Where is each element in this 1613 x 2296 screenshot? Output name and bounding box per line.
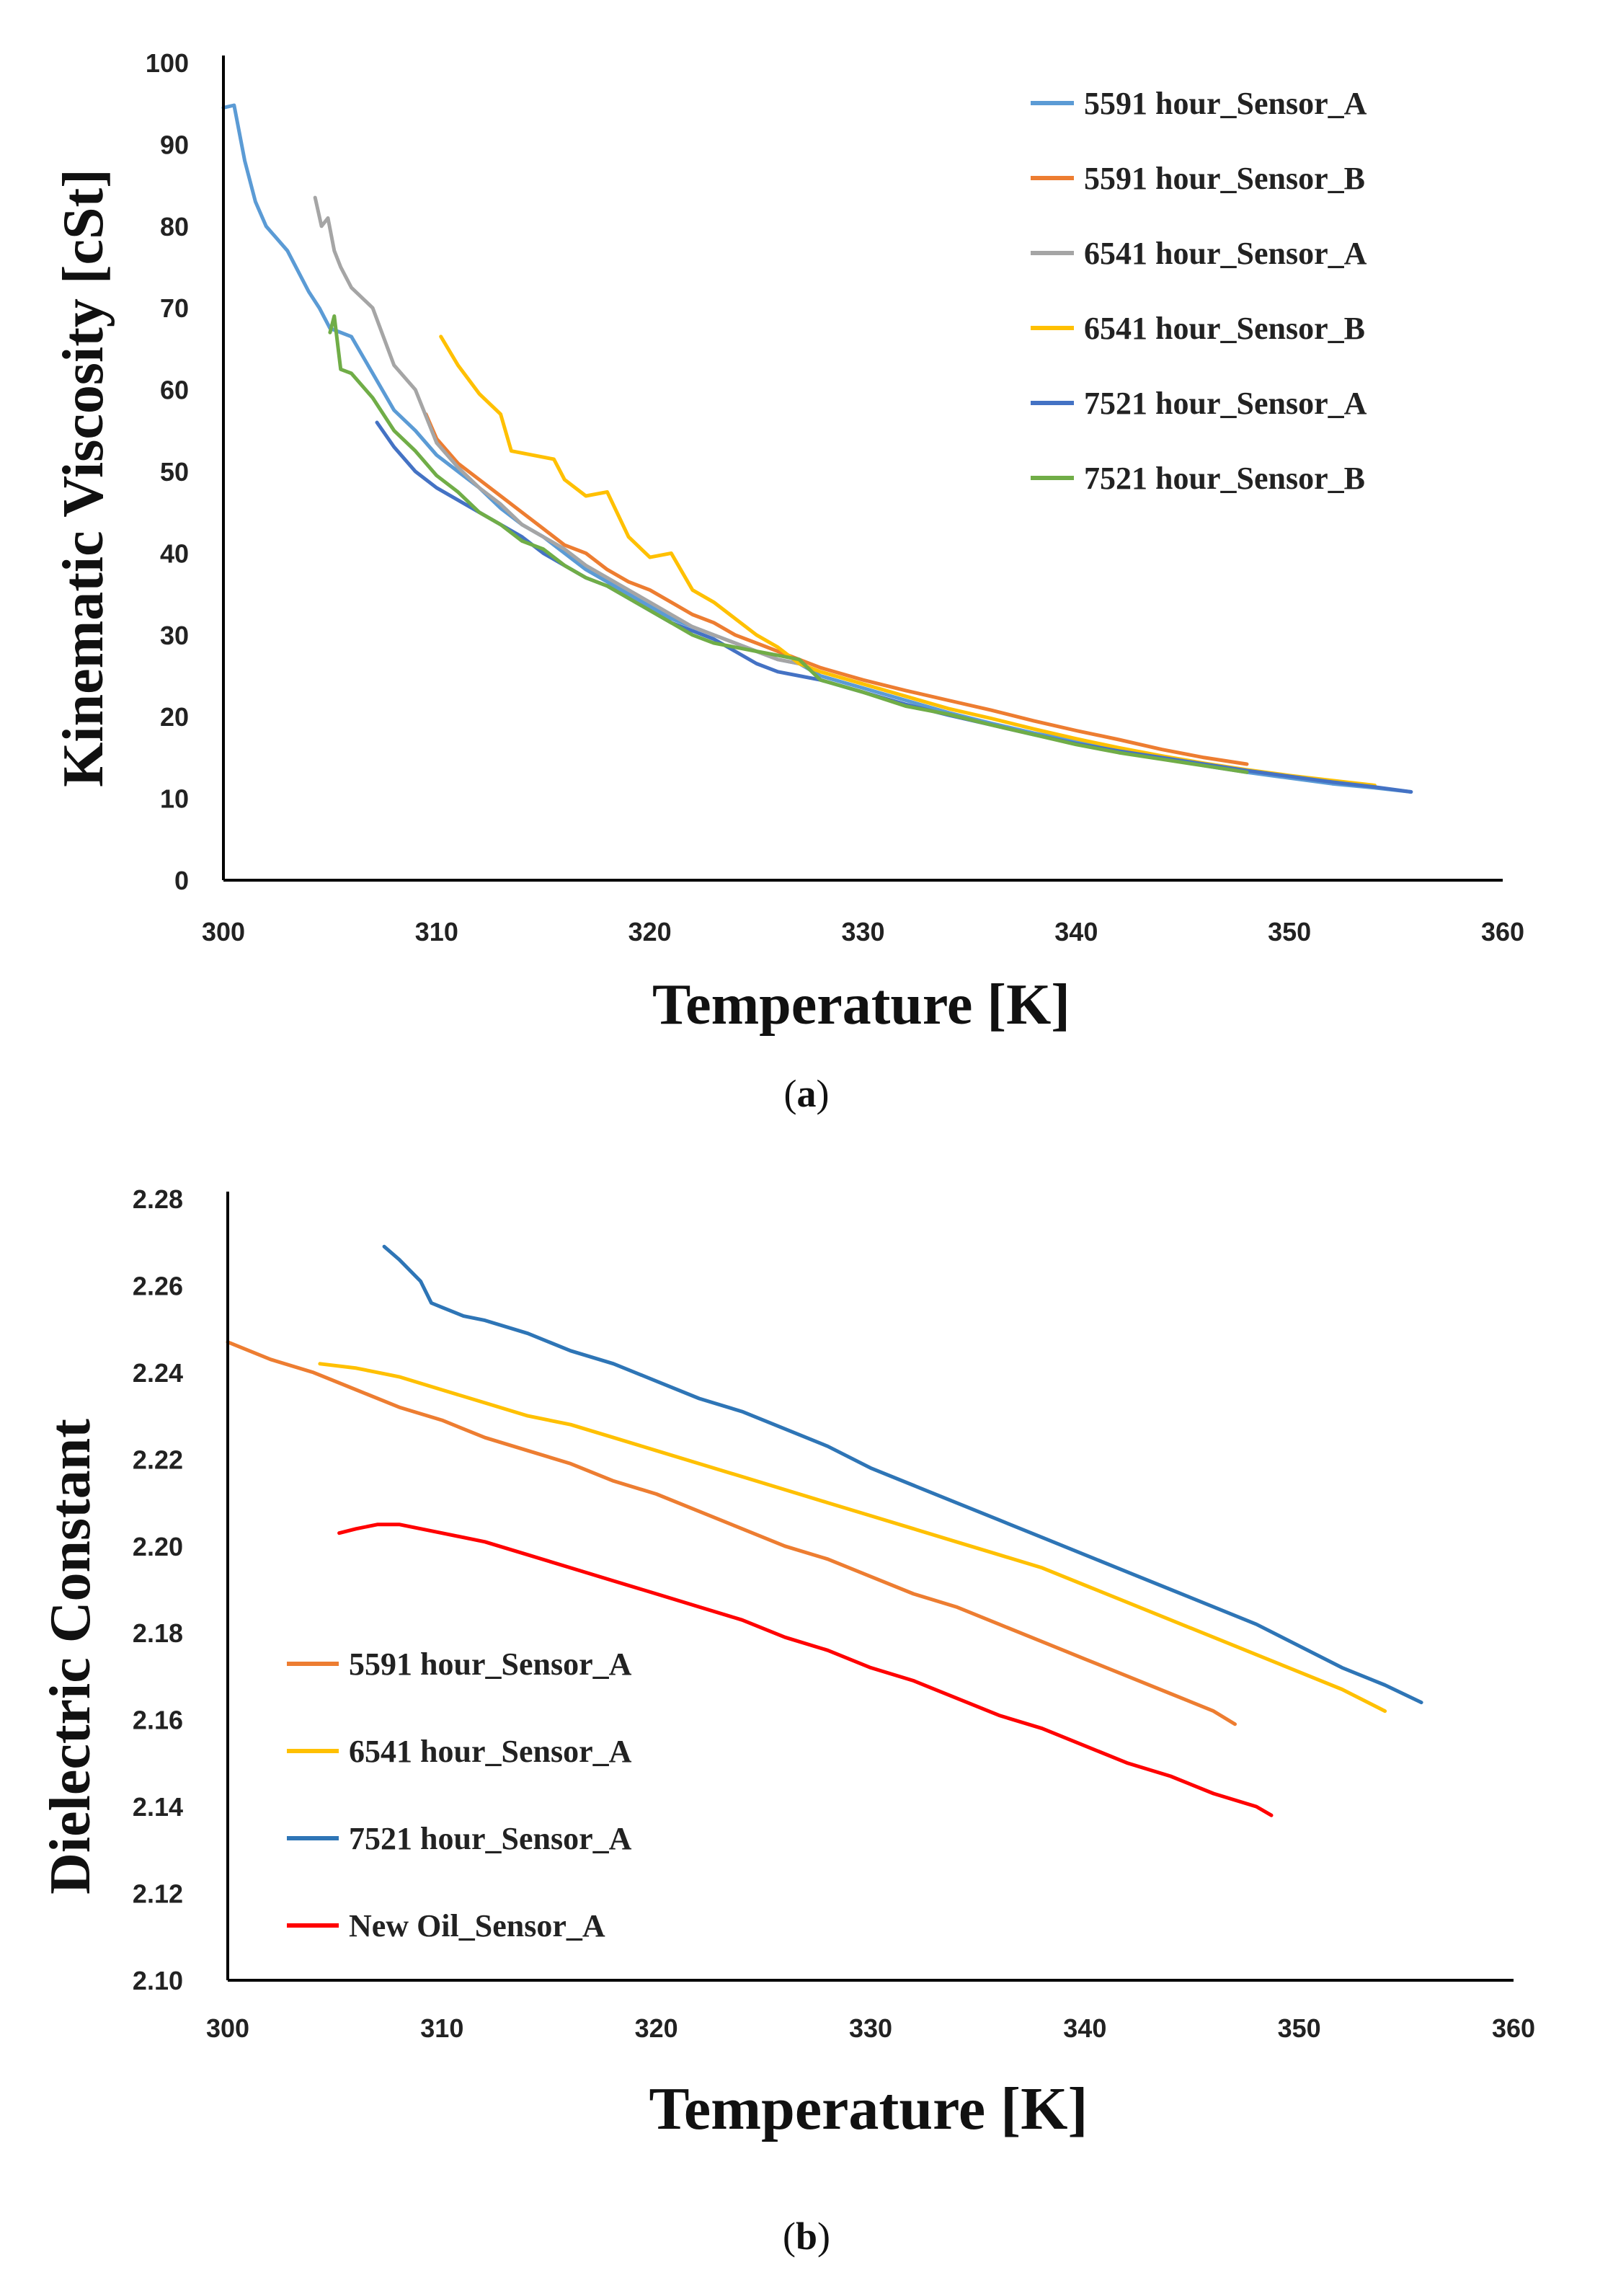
x-tick-label: 310 <box>420 2013 463 2043</box>
axes-b <box>226 1192 1514 1982</box>
legend-b: 5591 hour_Sensor_A 6541 hour_Sensor_A 7521… <box>287 1646 632 1943</box>
legend-label: 6541 hour_Sensor_A <box>1084 236 1367 271</box>
series-line-3 <box>382 1244 1423 1705</box>
x-tick-label: 320 <box>628 917 672 947</box>
x-tick-label: 330 <box>841 917 884 947</box>
legend-label: 5591 hour_Sensor_B <box>1084 161 1365 196</box>
x-tick-label: 360 <box>1481 917 1524 947</box>
y-tick-label: 2.10 <box>133 1966 183 1995</box>
legend-label: 6541 hour_Sensor_A <box>349 1734 632 1769</box>
y-tick-label: 80 <box>160 212 189 241</box>
y-tick-label: 100 <box>146 48 189 78</box>
y-tick-label: 90 <box>160 130 189 159</box>
x-tick-label: 320 <box>635 2013 678 2043</box>
series-line-1 <box>221 103 1413 794</box>
x-tick-label: 300 <box>202 917 245 947</box>
caption-a-label: a <box>797 1072 817 1115</box>
y-tick-label: 2.14 <box>133 1792 183 1822</box>
y-tick-label: 40 <box>160 538 189 568</box>
x-tick-label: 350 <box>1278 2013 1321 2043</box>
series-line-2 <box>424 412 1249 766</box>
y-tick-label: 2.18 <box>133 1618 183 1648</box>
ticks-b: 300 310 320 330 340 350 360 2.10 2.12 2.14 2.16 2.1… <box>133 1184 1535 2043</box>
x-tick-label: 310 <box>415 917 458 947</box>
series-line-3 <box>313 195 801 665</box>
caption-b-label: b <box>796 2215 817 2258</box>
y-tick-label: 2.26 <box>133 1271 183 1300</box>
y-tick-label: 2.24 <box>133 1358 183 1388</box>
legend-label: 7521 hour_Sensor_A <box>1084 386 1367 421</box>
y-tick-label: 20 <box>160 702 189 732</box>
y-tick-label: 70 <box>160 293 189 323</box>
y-tick-label: 0 <box>174 866 189 895</box>
y-tick-label: 2.22 <box>133 1445 183 1474</box>
x-tick-label: 360 <box>1492 2013 1535 2043</box>
caption-a: (a) <box>784 1072 830 1115</box>
y-axis-title-a: Kinematic Viscosity [cSt] <box>52 169 115 787</box>
x-tick-label: 340 <box>1063 2013 1106 2043</box>
y-tick-label: 2.20 <box>133 1532 183 1561</box>
plot-lines-a <box>221 103 1413 794</box>
legend-label: 7521 hour_Sensor_B <box>1084 461 1365 496</box>
series-line-2 <box>318 1362 1387 1714</box>
x-tick-label: 330 <box>849 2013 892 2043</box>
series-line-4 <box>439 334 1377 787</box>
y-axis-title-b: Dielectric Constant <box>39 1419 102 1894</box>
legend-label: 6541 hour_Sensor_B <box>1084 311 1365 346</box>
caption-b: (b) <box>783 2215 830 2258</box>
x-tick-label: 350 <box>1268 917 1311 947</box>
series-line-1 <box>226 1340 1237 1727</box>
y-tick-label: 50 <box>160 457 189 487</box>
y-tick-label: 2.16 <box>133 1706 183 1735</box>
x-tick-label: 340 <box>1054 917 1098 947</box>
chart-panel-a: 300 310 320 330 340 350 360 0 10 20 30 40 50 60 70 80 90… <box>52 48 1524 1115</box>
series-line-6 <box>328 314 1249 774</box>
y-tick-label: 2.12 <box>133 1879 183 1909</box>
legend-label: 5591 hour_Sensor_A <box>349 1646 632 1682</box>
series-line-4 <box>337 1522 1274 1817</box>
y-tick-label: 30 <box>160 621 189 650</box>
y-tick-label: 2.28 <box>133 1184 183 1214</box>
x-axis-title-b: Temperature [K] <box>649 2075 1088 2142</box>
axes-a <box>222 56 1503 882</box>
plot-lines-b <box>226 1244 1423 1817</box>
legend-label: 5591 hour_Sensor_A <box>1084 86 1367 121</box>
chart-panel-b: 300 310 320 330 340 350 360 2.10 2.12 2.14 2.16 2.1… <box>39 1184 1535 2258</box>
y-tick-label: 10 <box>160 784 189 814</box>
x-tick-label: 300 <box>206 2013 249 2043</box>
legend-a: 5591 hour_Sensor_A 5591 hour_Sensor_B 6541… <box>1031 86 1367 496</box>
legend-label: New Oil_Sensor_A <box>349 1908 605 1943</box>
legend-label: 7521 hour_Sensor_A <box>349 1821 632 1856</box>
y-tick-label: 60 <box>160 376 189 405</box>
ticks-a: 300 310 320 330 340 350 360 0 10 20 30 40 50 60 70 80 90… <box>146 48 1524 947</box>
x-axis-title-a: Temperature [K] <box>652 973 1070 1037</box>
